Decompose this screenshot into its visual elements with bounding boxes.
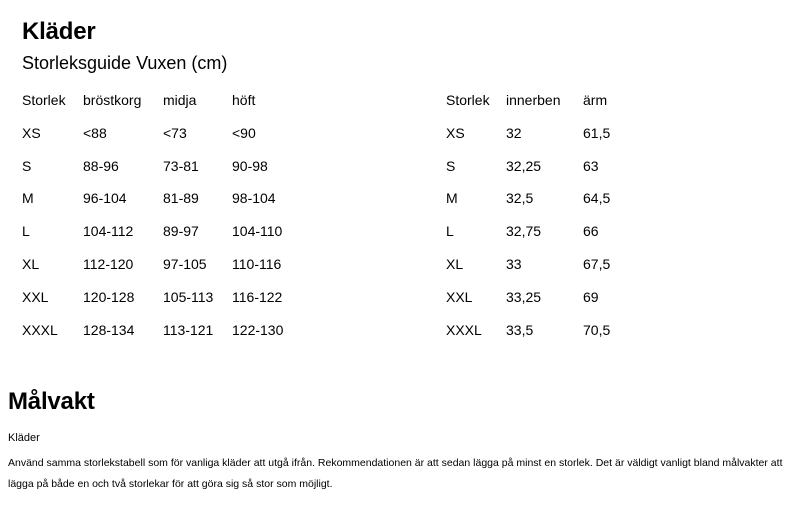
goalie-description: Använd samma storlekstabell som för vanl… (8, 457, 783, 490)
table-row: M 96-104 81-89 98-104 (22, 190, 312, 223)
cell-size: XL (446, 255, 464, 272)
column-header-hoft: höft (232, 92, 256, 108)
table-header-row: Storlek innerben ärm (446, 92, 653, 125)
cell-brostkorg: <88 (83, 124, 107, 141)
cell-midja: 73-81 (163, 157, 199, 174)
table-body: XS 32 61,5 S 32,25 63 M 32,5 64,5 L 32,7… (446, 125, 653, 355)
table-row: XS 32 61,5 (446, 125, 653, 158)
cell-size: S (446, 157, 456, 174)
cell-hoft: 104-110 (232, 223, 283, 240)
cell-brostkorg: 128-134 (83, 321, 135, 338)
cell-midja: <73 (163, 124, 187, 141)
cell-size: S (22, 157, 32, 174)
clothing-subheading: Storleksguide Vuxen (cm) (22, 53, 228, 73)
cell-midja: 105-113 (163, 288, 214, 305)
cell-hoft: 110-116 (232, 255, 282, 272)
adult-inseam-sleeve-size-table: Storlek innerben ärm XS 32 61,5 S 32,25 … (446, 92, 653, 354)
cell-arm: 63 (583, 157, 599, 174)
column-header-innerben: innerben (506, 92, 561, 108)
cell-hoft: 116-122 (232, 288, 283, 305)
column-header-arm: ärm (583, 92, 608, 108)
goalie-subtitle: Kläder (8, 432, 40, 444)
cell-innerben: 32,25 (506, 157, 542, 174)
table-row: L 32,75 66 (446, 223, 653, 256)
table-row: XXXL 128-134 113-121 122-130 (22, 322, 312, 355)
table-row: XS <88 <73 <90 (22, 125, 312, 158)
cell-size: XXXL (446, 321, 482, 338)
cell-midja: 113-121 (163, 321, 214, 338)
cell-size: XXL (446, 288, 473, 305)
cell-brostkorg: 112-120 (83, 255, 134, 272)
cell-size: XS (446, 124, 465, 141)
table-row: M 32,5 64,5 (446, 190, 653, 223)
column-header-storlek: Storlek (446, 92, 490, 108)
cell-size: XS (22, 124, 41, 141)
cell-arm: 61,5 (583, 124, 611, 141)
cell-arm: 67,5 (583, 255, 611, 272)
table-row: XXL 120-128 105-113 116-122 (22, 289, 312, 322)
adult-clothing-size-table: Storlek bröstkorg midja höft XS <88 <73 … (22, 92, 312, 354)
table-row: XXL 33,25 69 (446, 289, 653, 322)
cell-size: XXL (22, 288, 49, 305)
table-row: S 88-96 73-81 90-98 (22, 158, 312, 191)
cell-innerben: 33 (506, 255, 522, 272)
table-head: Storlek innerben ärm (446, 92, 653, 125)
cell-innerben: 33,5 (506, 321, 534, 338)
cell-brostkorg: 88-96 (83, 157, 119, 174)
cell-size: XL (22, 255, 40, 272)
cell-arm: 64,5 (583, 190, 611, 207)
cell-innerben: 33,25 (506, 288, 542, 305)
cell-arm: 66 (583, 223, 599, 240)
cell-hoft: <90 (232, 124, 256, 141)
cell-midja: 81-89 (163, 190, 199, 207)
table-row: XXXL 33,5 70,5 (446, 322, 653, 355)
cell-arm: 70,5 (583, 321, 611, 338)
table-body: XS <88 <73 <90 S 88-96 73-81 90-98 M 96-… (22, 125, 312, 355)
table-header-row: Storlek bröstkorg midja höft (22, 92, 312, 125)
cell-hoft: 90-98 (232, 157, 268, 174)
cell-hoft: 122-130 (232, 321, 284, 338)
table-row: XL 33 67,5 (446, 256, 653, 289)
table-row: XL 112-120 97-105 110-116 (22, 256, 312, 289)
cell-brostkorg: 120-128 (83, 288, 135, 305)
table-head: Storlek bröstkorg midja höft (22, 92, 312, 125)
column-header-brostkorg: bröstkorg (83, 92, 142, 108)
page-title: Kläder (22, 18, 96, 45)
cell-size: M (446, 190, 458, 207)
cell-innerben: 32 (506, 124, 522, 141)
cell-size: L (22, 223, 30, 240)
column-header-storlek: Storlek (22, 92, 66, 108)
cell-size: L (446, 223, 454, 240)
cell-midja: 97-105 (163, 255, 207, 272)
cell-size: XXXL (22, 321, 58, 338)
cell-brostkorg: 96-104 (83, 190, 127, 207)
goalie-heading: Målvakt (8, 388, 95, 415)
cell-midja: 89-97 (163, 223, 199, 240)
table-row: S 32,25 63 (446, 158, 653, 191)
table-row: L 104-112 89-97 104-110 (22, 223, 312, 256)
cell-hoft: 98-104 (232, 190, 276, 207)
cell-innerben: 32,5 (506, 190, 534, 207)
cell-innerben: 32,75 (506, 223, 542, 240)
cell-arm: 69 (583, 288, 599, 305)
column-header-midja: midja (163, 92, 197, 108)
cell-brostkorg: 104-112 (83, 223, 134, 240)
cell-size: M (22, 190, 34, 207)
